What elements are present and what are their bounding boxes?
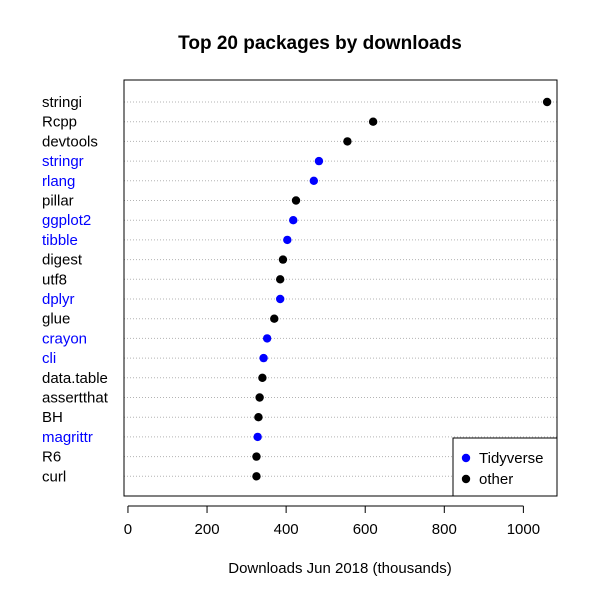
category-label: stringi	[42, 94, 82, 111]
x-tick-label: 1000	[507, 521, 540, 538]
category-label: cli	[42, 350, 56, 367]
category-label: crayon	[42, 330, 87, 347]
legend-box	[452, 437, 558, 497]
category-label: BH	[42, 409, 63, 426]
x-axis: 0 200 400 600 800 1000	[124, 505, 540, 538]
data-point	[542, 97, 552, 107]
data-point	[253, 432, 262, 442]
category-label: rlang	[42, 173, 75, 190]
data-point	[291, 196, 301, 205]
data-point	[368, 117, 378, 126]
data-point	[275, 275, 285, 284]
legend-label: other	[479, 471, 513, 488]
data-point	[289, 216, 298, 225]
data-point	[252, 452, 261, 461]
legend-marker	[461, 474, 471, 484]
category-label: assertthat	[42, 390, 109, 407]
category-label: glue	[42, 311, 70, 328]
data-point	[278, 255, 288, 264]
category-label: R6	[42, 449, 61, 466]
data-point	[255, 393, 264, 402]
category-label: utf8	[42, 271, 67, 288]
category-label: stringr	[42, 153, 84, 170]
data-point	[252, 472, 261, 481]
data-point	[314, 156, 324, 166]
data-points	[252, 97, 552, 481]
x-axis-label: Downloads Jun 2018 (thousands)	[228, 560, 451, 577]
legend: Tidyverse other	[452, 437, 558, 497]
category-labels: stringi Rcpp devtools stringr rlang pillar ggp…	[42, 94, 109, 485]
x-tick-label: 800	[432, 521, 457, 538]
category-label: Rcpp	[42, 114, 77, 131]
x-tick-label: 600	[353, 521, 378, 538]
x-tick-label: 0	[124, 521, 132, 538]
data-point	[258, 373, 267, 382]
category-label: curl	[42, 468, 66, 485]
category-label: data.table	[42, 370, 108, 387]
category-label: magrittr	[42, 429, 93, 446]
category-label: digest	[42, 252, 83, 269]
data-point	[309, 176, 319, 185]
category-label: ggplot2	[42, 212, 91, 229]
category-label: pillar	[42, 193, 74, 210]
grid-lines	[124, 101, 557, 477]
x-tick-label: 400	[274, 521, 299, 538]
data-point	[270, 314, 279, 323]
plot-frame	[123, 79, 558, 497]
data-point	[275, 294, 285, 304]
data-point	[254, 413, 263, 422]
legend-marker	[461, 453, 471, 463]
category-label: tibble	[42, 232, 78, 249]
x-tick-label: 200	[195, 521, 220, 538]
data-point	[259, 353, 268, 363]
category-label: dplyr	[42, 291, 75, 308]
chart-title: Top 20 packages by downloads	[178, 33, 462, 54]
data-point	[343, 137, 352, 146]
category-label: devtools	[42, 133, 98, 150]
data-point	[283, 235, 292, 245]
legend-label: Tidyverse	[479, 450, 543, 467]
data-point	[262, 334, 272, 343]
